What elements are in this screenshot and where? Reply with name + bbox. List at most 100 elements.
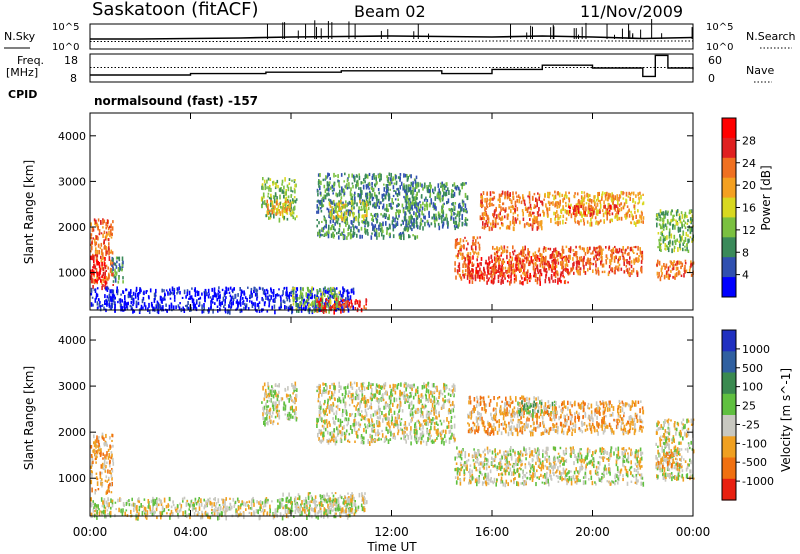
nsearch-label: N.Search (746, 30, 796, 43)
time-tick-label: 04:00 (173, 525, 208, 539)
velocity-blob-9 (655, 418, 695, 482)
power-blob-0 (90, 218, 114, 291)
nave-label: Nave (746, 64, 774, 77)
power-blob-5 (266, 199, 292, 217)
freq-label-1: Freq. (17, 54, 44, 67)
power-blob-14 (479, 190, 544, 232)
velocity-ytick-label: 3000 (58, 380, 86, 393)
power-colorbar-swatch (722, 257, 736, 278)
velocity-blob-0 (90, 432, 115, 495)
velocity-blob-2 (261, 381, 298, 427)
power-colorbar-tick: 8 (742, 246, 749, 259)
power-colorbar-swatch (722, 197, 736, 218)
beam-title: Beam 02 (354, 2, 426, 21)
noise-right-tick-bottom: 10^0 (706, 42, 733, 53)
power-blob-9 (328, 199, 368, 223)
velocity-ytick-label: 1000 (58, 472, 86, 485)
noise-series-nsearch (90, 40, 693, 42)
cpid-text: normalsound (fast) -157 (94, 94, 258, 108)
time-tick-label: 00:00 (73, 525, 108, 539)
velocity-ytick-label: 4000 (58, 334, 86, 347)
freq-left-tick-bottom: 8 (70, 72, 77, 85)
time-tick-label: 12:00 (374, 525, 409, 539)
power-ytick-label: 1000 (58, 267, 86, 280)
noise-series-nsky (90, 35, 694, 40)
date-title: 11/Nov/2009 (580, 2, 683, 21)
velocity-colorbar-swatch (722, 393, 736, 416)
power-colorbar-swatch (722, 118, 736, 139)
nsky-label: N.Sky (4, 30, 36, 43)
power-ylabel: Slant Range [km] (22, 160, 36, 264)
power-panel: 4000 3000 2000 1000 Slant Range [km] 28 24 20… (22, 112, 773, 315)
time-tick-label: 16:00 (475, 525, 510, 539)
power-blob-6 (291, 286, 342, 314)
velocity-blob-3 (278, 492, 368, 515)
nave-right-tick-top: 60 (708, 54, 722, 67)
velocity-colorbar-tick: 500 (742, 362, 763, 375)
freq-left-tick-top: 18 (64, 54, 78, 67)
velocity-blob-5 (454, 446, 645, 488)
power-blob-4 (260, 177, 298, 223)
power-blob-8 (316, 172, 419, 241)
power-colorbar-tick: 12 (742, 224, 756, 237)
velocity-colorbar-tick: 100 (742, 381, 763, 394)
station-title: Saskatoon (fitACF) (92, 0, 259, 20)
power-blob-2 (111, 256, 124, 284)
velocity-colorbar-tick: -100 (742, 437, 767, 450)
velocity-colorbar-swatch (722, 436, 736, 459)
velocity-blob-10 (655, 451, 681, 473)
noise-panel-frame (89, 23, 694, 50)
velocity-colorbar-swatch (722, 330, 736, 352)
velocity-colorbar-tick: -1000 (742, 475, 774, 488)
velocity-ytick-label: 2000 (58, 426, 86, 439)
time-axis-label: Time UT (366, 540, 417, 554)
velocity-blob-4 (316, 381, 456, 446)
power-colorbar-swatch (722, 217, 736, 238)
power-blob-16 (568, 204, 620, 218)
noise-left-tick-top: 10^5 (52, 22, 79, 33)
power-blob-15 (543, 190, 645, 227)
power-colorbar-tick: 16 (742, 202, 756, 215)
power-blob-10 (404, 181, 469, 231)
time-tick-label: 08:00 (274, 525, 309, 539)
velocity-colorbar-swatch (722, 478, 736, 501)
velocity-colorbar-label: Velocity [m s^-1] (779, 368, 793, 472)
velocity-colorbar-swatch (722, 415, 736, 437)
velocity-panel: 4000 3000 2000 1000 Slant Range [km] 1000 50… (22, 113, 793, 554)
power-blob-17 (656, 259, 695, 282)
power-colorbar-tick: 20 (742, 179, 756, 192)
power-colorbar-label: Power [dB] (759, 165, 773, 230)
power-colorbar-tick: 4 (742, 269, 749, 282)
power-blob-18 (655, 209, 694, 254)
power-ytick-label: 3000 (58, 175, 86, 188)
power-colorbar-swatch (722, 237, 736, 258)
power-ytick-label: 2000 (58, 221, 86, 234)
nave-right-tick-bottom: 0 (708, 72, 715, 85)
power-colorbar-swatch (722, 137, 736, 159)
velocity-colorbar-tick: 25 (742, 400, 756, 413)
power-blob-13 (492, 245, 644, 278)
cpid-label: CPID (8, 88, 37, 101)
velocity-ylabel: Slant Range [km] (22, 366, 36, 470)
time-tick-label: 20:00 (575, 525, 610, 539)
velocity-colorbar-swatch (722, 351, 736, 374)
velocity-blob-6 (467, 395, 544, 437)
freq-label-2: [MHz] (6, 66, 38, 79)
power-colorbar-tick: 24 (742, 157, 756, 170)
noise-left-tick-bottom: 10^0 (52, 42, 79, 53)
velocity-colorbar-tick: 1000 (742, 343, 770, 356)
power-colorbar-swatch (722, 157, 736, 179)
velocity-colorbar-swatch (722, 457, 736, 480)
noise-right-tick-top: 10^5 (706, 22, 733, 33)
velocity-colorbar-tick: -500 (742, 456, 767, 469)
freq-panel: Freq. [MHz] CPID 18 8 60 0 Nave (6, 53, 774, 101)
freq-series-freq (90, 54, 694, 78)
power-colorbar-swatch (722, 277, 736, 298)
power-ytick-label: 4000 (58, 130, 86, 143)
velocity-colorbar-swatch (722, 372, 736, 395)
power-colorbar-tick: 28 (742, 134, 756, 147)
velocity-blob-8 (542, 399, 645, 436)
power-blob-3 (90, 286, 355, 315)
time-tick-label: 00:00 (676, 525, 711, 539)
